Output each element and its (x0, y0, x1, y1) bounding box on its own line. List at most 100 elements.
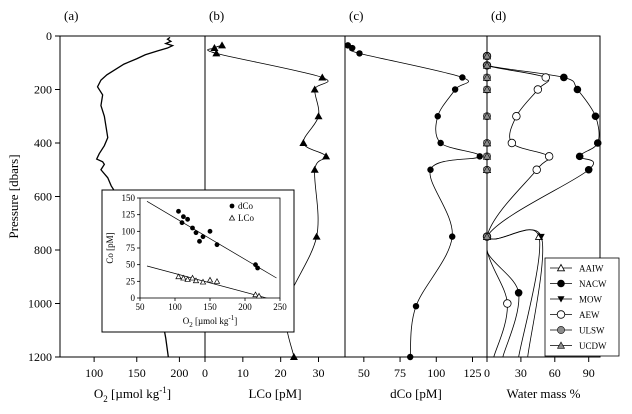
inset-lco-point (252, 291, 259, 298)
inset-y-tick-label: 100 (122, 226, 136, 236)
inset-lco-point (199, 278, 207, 285)
dco-point (349, 44, 356, 52)
water-mass-point-mow (537, 233, 545, 241)
legend-label-aaiw: AAIW (579, 264, 604, 274)
water-mass-point-nacw (573, 85, 582, 94)
inset-y-tick-label: 150 (122, 193, 136, 203)
lco-point (212, 49, 221, 57)
inset-y-tick-label: 75 (126, 243, 136, 253)
x-tick-label: 90 (583, 366, 595, 380)
inset-legend-dco-marker (229, 203, 235, 209)
inset-dco-point (214, 242, 220, 248)
dco-point (407, 353, 414, 361)
dco-point (356, 50, 363, 57)
panel-label: (b) (209, 8, 224, 23)
water-mass-point-aew (532, 165, 541, 174)
water-mass-point-ucdw (482, 73, 492, 81)
x-tick-label: 200 (170, 366, 188, 380)
inset-container (101, 189, 295, 333)
y-axis-title: Pressure [dbars] (6, 154, 21, 238)
water-mass-legend (544, 257, 620, 357)
x-axis-title-main: O (94, 386, 103, 401)
x-axis-title: Water mass % (506, 386, 580, 401)
legend-marker-ucdw (556, 341, 566, 349)
inset-x-tick-label: 50 (136, 302, 146, 312)
legend-label-mow: MOW (579, 295, 603, 305)
dco-point (434, 113, 441, 120)
inset-dco-point (185, 216, 191, 222)
inset-lco-point (206, 276, 214, 283)
inset-lco-point (189, 274, 196, 281)
x-tick-label: 20 (275, 366, 287, 380)
water-mass-point-ucdw (482, 112, 492, 120)
x-tick-label: 60 (549, 366, 561, 380)
x-tick-label: 30 (313, 366, 325, 380)
legend-label-ucdw: UCDW (579, 341, 607, 351)
legend-label-aew: AEW (579, 310, 600, 320)
inset-x-tick-label: 100 (168, 302, 182, 312)
lco-point (299, 139, 308, 146)
water-mass-point-ucdw (482, 165, 492, 173)
water-mass-point-ucdw (482, 51, 492, 60)
water-mass-point-ucdw (482, 138, 492, 147)
water-mass-point-ucdw (482, 85, 492, 93)
y-tick-label: 0 (46, 29, 52, 43)
dco-point (451, 86, 459, 93)
dco-point (476, 153, 483, 160)
x-tick-label: 50 (358, 366, 370, 380)
x-tick-label: 10 (237, 366, 249, 380)
lco-point (312, 232, 321, 240)
water-mass-line-aew (487, 56, 551, 357)
inset-y-tick-label: 125 (122, 210, 136, 220)
x-axis-title-end: ] (167, 386, 171, 401)
water-mass-point-aew (507, 138, 517, 148)
lco-point (322, 152, 331, 160)
water-mass-point-aew (544, 152, 554, 161)
legend-marker-aaiw (556, 263, 566, 272)
lco-point (289, 353, 298, 360)
water-mass-point-nacw (591, 112, 600, 121)
lco-point (218, 41, 227, 49)
y-tick-label: 400 (34, 136, 52, 150)
y-tick-label: 1000 (28, 297, 52, 311)
x-tick-label: 0 (484, 366, 490, 380)
x-tick-label: 100 (85, 366, 103, 380)
water-mass-point-aew (512, 112, 521, 121)
x-axis-title: O2 [µmol kg-1] (94, 385, 171, 404)
inset-dco-point (190, 225, 195, 231)
legend-marker-mow (557, 296, 565, 303)
inset-legend-dco-label: dCo (238, 201, 254, 211)
panel-label: (a) (64, 8, 78, 23)
legend-label-nacw: NACW (579, 279, 607, 289)
inset-x-title-end: ] (234, 316, 237, 326)
water-mass-line-mow (487, 56, 544, 357)
inset-x-tick-label: 250 (273, 302, 287, 312)
inset-dco-point (181, 214, 186, 220)
water-mass-point-aew (541, 73, 550, 82)
water-mass-point-aew (503, 299, 512, 308)
inset-y-tick-label: 0 (131, 293, 136, 303)
inset-y-axis-title: Co [pM] (105, 232, 115, 263)
legend-label-ulsw: ULSW (579, 326, 605, 336)
inset-dco-point (207, 228, 213, 234)
inset-x-title-sub: 2 (189, 321, 193, 329)
inset-dco-point (176, 208, 181, 214)
inset-dco-point (200, 234, 206, 240)
dco-point (427, 166, 434, 173)
x-tick-label: 0 (202, 366, 208, 380)
x-axis-title: LCo [pM] (248, 386, 301, 401)
lco-point (310, 165, 319, 173)
x-axis-title-sup: -1 (159, 385, 167, 395)
inset-x-title-main: O (183, 316, 190, 326)
panel-label: (d) (491, 8, 506, 23)
y-tick-label: 1200 (28, 350, 52, 364)
dco-point (412, 302, 420, 310)
inset-dco-point (255, 265, 260, 271)
water-mass-line-nacw (487, 56, 600, 357)
water-mass-point-aew (533, 85, 543, 94)
y-tick-label: 200 (34, 83, 52, 97)
inset-legend-lco-label: LCo (238, 213, 255, 223)
water-mass-point-nacw (514, 289, 523, 297)
inset-x-tick-label: 150 (203, 302, 217, 312)
